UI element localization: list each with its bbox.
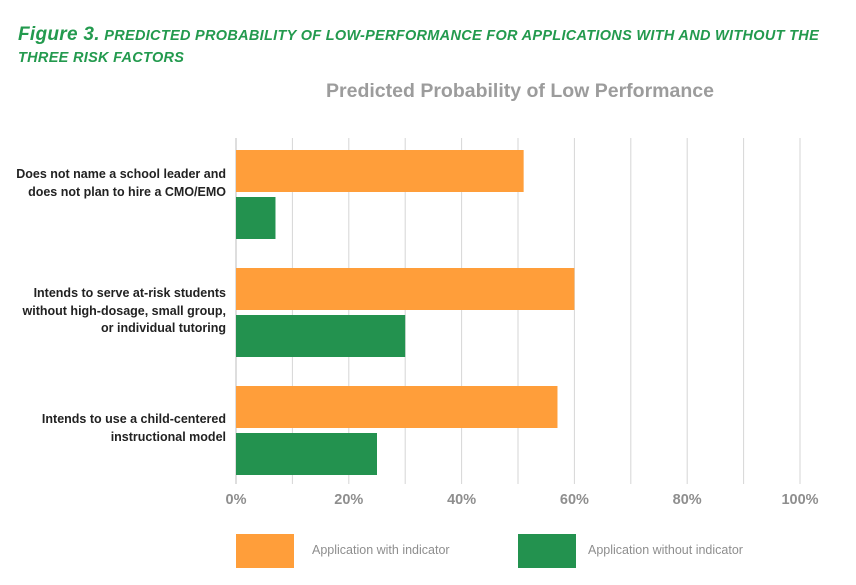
figure-caption: predicted probability of low-performance…: [18, 28, 820, 66]
bar-with-indicator: [236, 386, 558, 428]
x-tick-label: 60%: [559, 492, 589, 508]
legend-swatch-without-indicator: [518, 534, 576, 568]
figure-number: Figure 3.: [18, 24, 100, 45]
legend-swatch-with-indicator: [236, 534, 294, 568]
bar-without-indicator: [236, 433, 377, 475]
bar-without-indicator: [236, 197, 276, 239]
x-tick-label: 80%: [672, 492, 702, 508]
figure-title: Figure 3. predicted probability of low-p…: [18, 24, 848, 69]
chart-title: Predicted Probability of Low Performance: [326, 80, 714, 102]
x-tick-label: 100%: [781, 492, 819, 508]
x-tick-label: 0%: [225, 492, 247, 508]
bar-with-indicator: [236, 150, 524, 192]
legend-label-without-indicator: Application without indicator: [588, 543, 743, 557]
bar-with-indicator: [236, 268, 575, 310]
bar-without-indicator: [236, 315, 406, 357]
x-tick-label: 40%: [447, 492, 477, 508]
category-label-no-leader: Does not name a school leader and does n…: [16, 167, 226, 199]
x-tick-label: 20%: [334, 492, 364, 508]
legend-label-with-indicator: Application with indicator: [312, 543, 450, 557]
category-label-child-centered: Intends to use a child-centered instruct…: [41, 412, 226, 444]
category-label-no-tutoring: Intends to serve at-risk students withou…: [22, 286, 226, 335]
